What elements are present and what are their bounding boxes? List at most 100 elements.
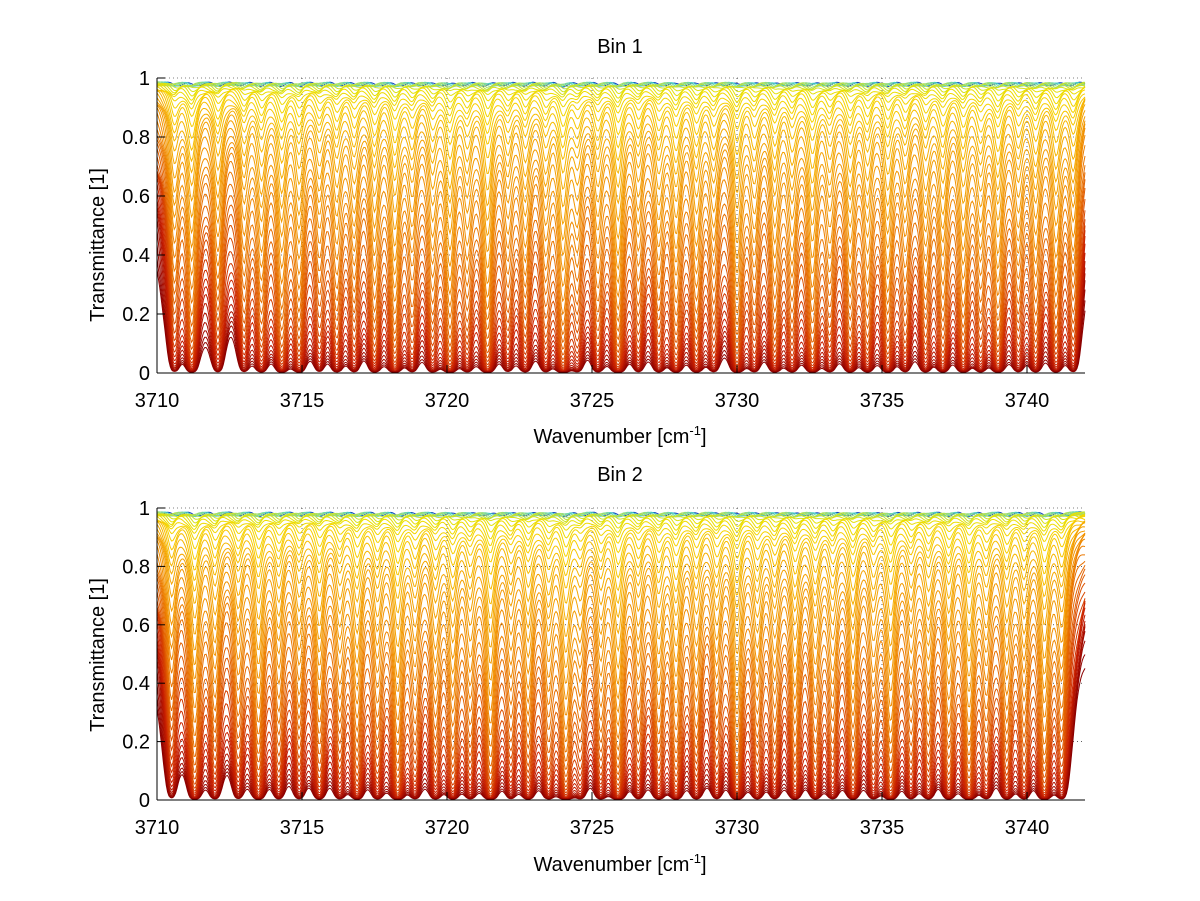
series-line bbox=[156, 520, 1086, 605]
series-line bbox=[156, 97, 1086, 208]
x-tick-label: 3710 bbox=[135, 817, 180, 839]
series-line bbox=[156, 92, 1086, 191]
series-line bbox=[156, 534, 1086, 716]
series-line bbox=[156, 191, 1086, 372]
series-line bbox=[156, 601, 1086, 797]
x-tick-label: 3740 bbox=[1005, 390, 1050, 412]
series-line bbox=[156, 598, 1086, 794]
y-tick-label: 0.2 bbox=[122, 304, 150, 326]
series-line bbox=[156, 120, 1086, 303]
series-line bbox=[156, 545, 1086, 743]
series-group bbox=[156, 511, 1086, 800]
series-line bbox=[156, 183, 1086, 371]
plot-area: 3710 3715 3720 3725 3730 3735 3740 0 0.2 0.4 0.6 0.… bbox=[122, 68, 1086, 412]
series-line bbox=[156, 532, 1086, 686]
series-line bbox=[156, 112, 1086, 288]
series-line bbox=[156, 107, 1086, 272]
series-line bbox=[156, 268, 1086, 373]
x-tick-label: 3720 bbox=[425, 390, 470, 412]
x-tick-label: 3735 bbox=[860, 390, 905, 412]
y-tick-label: 1 bbox=[139, 68, 150, 90]
y-tick-label: 0.4 bbox=[122, 245, 150, 267]
series-line bbox=[156, 520, 1086, 592]
series-line bbox=[156, 83, 1086, 103]
series-line bbox=[156, 538, 1086, 730]
series-line bbox=[156, 142, 1086, 344]
series-line bbox=[156, 574, 1086, 783]
series-line bbox=[156, 156, 1086, 356]
chart-panel-bin-1: Bin 1 3710 3715 3720 3725 3730 3735 3740 0 0.2 0.… bbox=[87, 36, 1086, 448]
x-tick-label: 3730 bbox=[715, 390, 760, 412]
series-line bbox=[156, 148, 1086, 350]
series-line bbox=[156, 176, 1086, 370]
series-line bbox=[156, 511, 1086, 519]
x-tick-label: 3710 bbox=[135, 390, 180, 412]
x-tick-label: 3720 bbox=[425, 817, 470, 839]
series-line bbox=[156, 607, 1086, 799]
x-tick-label: 3725 bbox=[570, 390, 615, 412]
series-group bbox=[156, 81, 1086, 373]
x-tick-label: 3715 bbox=[280, 390, 325, 412]
series-line bbox=[156, 515, 1086, 557]
series-line bbox=[156, 90, 1086, 139]
y-tick-label: 0.2 bbox=[122, 732, 150, 754]
series-line bbox=[156, 135, 1086, 327]
y-tick-label: 0.4 bbox=[122, 673, 150, 695]
series-line bbox=[156, 591, 1086, 791]
series-line bbox=[156, 564, 1086, 770]
y-axis-label: Transmittance [1] bbox=[87, 578, 109, 732]
y-tick-label: 1 bbox=[139, 498, 150, 520]
chart-title: Bin 1 bbox=[597, 36, 643, 58]
y-tick-label: 0.8 bbox=[122, 127, 150, 149]
series-line bbox=[156, 173, 1086, 367]
series-line bbox=[156, 101, 1086, 226]
x-tick-label: 3725 bbox=[570, 817, 615, 839]
series-line bbox=[156, 88, 1086, 128]
series-line bbox=[156, 533, 1086, 700]
series-line bbox=[156, 520, 1086, 621]
series-line bbox=[156, 517, 1086, 567]
x-tick-label: 3730 bbox=[715, 817, 760, 839]
x-tick-label: 3715 bbox=[280, 817, 325, 839]
series-line bbox=[156, 513, 1086, 540]
x-axis-label: Wavenumber [cm-1] bbox=[533, 851, 706, 876]
series-line bbox=[156, 512, 1086, 525]
series-line bbox=[156, 526, 1086, 653]
x-tick-label: 3735 bbox=[860, 817, 905, 839]
y-tick-label: 0.6 bbox=[122, 615, 150, 637]
x-tick-label: 3740 bbox=[1005, 817, 1050, 839]
series-line bbox=[156, 568, 1086, 777]
series-line bbox=[156, 89, 1086, 162]
series-line bbox=[156, 105, 1086, 257]
y-tick-label: 0 bbox=[139, 363, 150, 385]
y-tick-label: 0.8 bbox=[122, 556, 150, 578]
x-axis-label: Wavenumber [cm-1] bbox=[533, 423, 706, 448]
series-line bbox=[156, 90, 1086, 176]
series-line bbox=[156, 514, 1086, 548]
series-line bbox=[156, 164, 1086, 361]
series-line bbox=[156, 668, 1086, 800]
series-line bbox=[156, 85, 1086, 118]
series-line bbox=[156, 513, 1086, 533]
series-line bbox=[156, 512, 1086, 529]
chart-panel-bin-2: Bin 2 3710 3715 3720 3725 3730 3735 3740 0 0.2 0.… bbox=[87, 464, 1086, 876]
series-line bbox=[156, 582, 1086, 788]
series-line bbox=[156, 522, 1086, 637]
series-line bbox=[156, 170, 1086, 364]
series-line bbox=[156, 602, 1086, 798]
series-line bbox=[156, 128, 1086, 316]
series-line bbox=[156, 530, 1086, 670]
series-line bbox=[156, 600, 1086, 796]
series-line bbox=[156, 174, 1086, 369]
series-line bbox=[156, 520, 1086, 579]
series-line bbox=[156, 560, 1086, 762]
series-line bbox=[156, 81, 1086, 89]
chart-title: Bin 2 bbox=[597, 464, 643, 486]
series-line bbox=[156, 89, 1086, 149]
plot-area: 3710 3715 3720 3725 3730 3735 3740 0 0.2 0.4 0.6 0.… bbox=[122, 498, 1086, 839]
y-tick-label: 0 bbox=[139, 790, 150, 812]
series-line bbox=[156, 554, 1085, 753]
series-line bbox=[156, 139, 1086, 336]
series-line bbox=[156, 82, 1086, 99]
